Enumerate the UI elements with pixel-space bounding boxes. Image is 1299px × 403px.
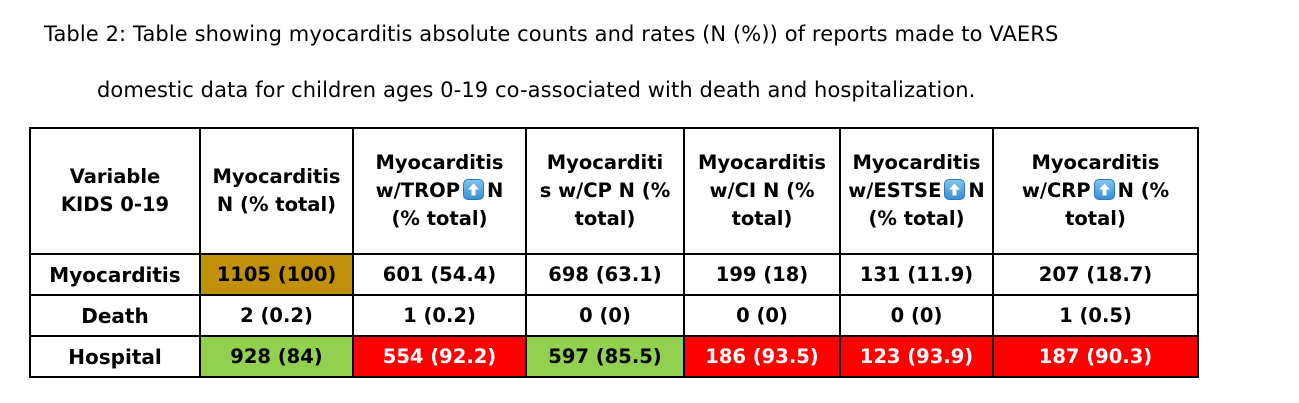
row-label: Hospital [29, 335, 201, 378]
table-cell: 207 (18.7) [992, 253, 1199, 296]
header-text: N [487, 179, 504, 202]
table-cell: 601 (54.4) [352, 253, 527, 296]
up-arrow-icon [944, 179, 966, 200]
header-text: s w/CP N (% [539, 179, 671, 202]
header-variable: Variable KIDS 0-19 [29, 127, 201, 255]
table-cell: 0 (0) [839, 294, 994, 337]
row-label: Death [29, 294, 201, 337]
header-text: Myocarditis [852, 151, 981, 174]
table-row-death: Death 2 (0.2) 1 (0.2) 0 (0) 0 (0) 0 (0) … [29, 294, 1199, 337]
table-cell: 0 (0) [683, 294, 841, 337]
header-crp: Myocarditis w/CRP N (% total) [992, 127, 1199, 255]
header-text: N (% [1117, 179, 1170, 202]
table-cell: 597 (85.5) [525, 335, 685, 378]
header-text: N (% total) [216, 193, 337, 216]
table-cell: 2 (0.2) [199, 294, 354, 337]
header-ci: Myocarditis w/CI N (% total) [683, 127, 841, 255]
table-cell: 131 (11.9) [839, 253, 994, 296]
header-text: total) [731, 207, 793, 230]
table-cell: 698 (63.1) [525, 253, 685, 296]
table-cell: 199 (18) [683, 253, 841, 296]
header-text: N [968, 179, 985, 202]
header-text: w/ESTSE [848, 179, 942, 202]
table-cell: 1 (0.5) [992, 294, 1199, 337]
header-estse: Myocarditis w/ESTSE N (% total) [839, 127, 994, 255]
table-cell: 0 (0) [525, 294, 685, 337]
header-text: (% total) [868, 207, 965, 230]
table-cell: 187 (90.3) [992, 335, 1199, 378]
header-row: Variable KIDS 0-19 Myocarditis N (% tota… [29, 127, 1199, 255]
header-text: Myocarditis [212, 165, 341, 188]
header-trop: Myocarditis w/TROP N (% total) [352, 127, 527, 255]
table-row-myocarditis: Myocarditis 1105 (100) 601 (54.4) 698 (6… [29, 253, 1199, 296]
caption-line-1: Table 2: Table showing myocarditis absol… [44, 22, 1059, 46]
table-cell: 554 (92.2) [352, 335, 527, 378]
header-text-line: w/TROP N [356, 177, 523, 205]
header-text: Variable [69, 165, 161, 188]
header-myocarditis: Myocarditis N (% total) [199, 127, 354, 255]
header-cp: Myocarditi s w/CP N (% total) [525, 127, 685, 255]
table-cell: 123 (93.9) [839, 335, 994, 378]
header-text: Myocarditis [1031, 151, 1160, 174]
table-cell: 1 (0.2) [352, 294, 527, 337]
up-arrow-icon [463, 179, 484, 200]
table-cell: 186 (93.5) [683, 335, 841, 378]
myocarditis-table: Variable KIDS 0-19 Myocarditis N (% tota… [29, 127, 1199, 378]
table-cell: 1105 (100) [199, 253, 354, 296]
up-arrow-icon [1093, 179, 1115, 200]
header-text: w/TROP [375, 179, 460, 202]
caption-line-2: domestic data for children ages 0-19 co-… [97, 78, 976, 102]
row-label: Myocarditis [29, 253, 201, 296]
header-text: total) [574, 207, 636, 230]
table-cell: 928 (84) [199, 335, 354, 378]
header-text: Myocarditis [697, 151, 827, 174]
header-text: Myocarditis [375, 151, 504, 174]
header-text: total) [1065, 207, 1126, 230]
table-row-hospital: Hospital 928 (84) 554 (92.2) 597 (85.5) … [29, 335, 1199, 378]
header-text: KIDS 0-19 [60, 193, 170, 216]
header-text-line: w/ESTSE N [843, 177, 990, 205]
header-text: Myocarditi [546, 151, 664, 174]
header-text: w/CRP [1021, 179, 1091, 202]
header-text: w/CI N (% [709, 179, 815, 202]
header-text-line: w/CRP N (% [996, 177, 1195, 205]
header-text: (% total) [391, 207, 488, 230]
